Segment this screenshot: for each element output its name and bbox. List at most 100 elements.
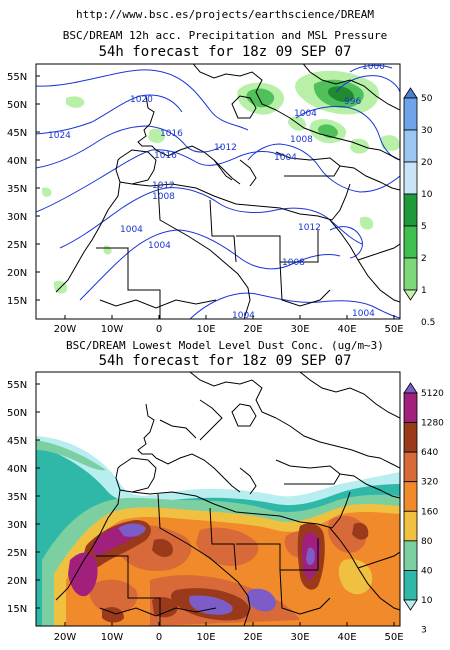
dust-concentration-areas <box>36 436 400 626</box>
lat-label: 55N <box>7 72 27 83</box>
dust-colorbar: 5120 1280 640 320 160 80 40 10 3 <box>403 382 444 636</box>
lon-label: 20W <box>54 632 77 643</box>
colorbar-label: 50 <box>421 94 433 104</box>
colorbar-label: 20 <box>421 158 433 168</box>
isobar-label: 996 <box>344 97 361 107</box>
lon-label: 30E <box>290 632 309 643</box>
lon-label: 10W <box>101 324 124 335</box>
source-url: http://www.bsc.es/projects/earthscience/… <box>75 8 374 21</box>
lat-label: 30N <box>7 212 27 223</box>
lon-label: 30E <box>290 324 309 335</box>
dust-concentration-map: 55N 50N 45N 40N 35N 30N 25N 20N 15N 20W … <box>7 371 444 643</box>
lat-label: 50N <box>7 100 27 111</box>
top-lat-labels: 55N 50N 45N 40N 35N 30N 25N 20N 15N <box>7 72 27 307</box>
colorbar-swatch <box>403 257 418 291</box>
lat-label: 40N <box>7 156 27 167</box>
bottom-panel-title: BSC/DREAM Lowest Model Level Dust Conc. … <box>66 339 384 352</box>
colorbar-label: 1 <box>421 286 427 296</box>
lon-label: 10W <box>101 632 124 643</box>
bottom-coastlines <box>55 372 400 626</box>
colorbar-swatch <box>403 225 418 259</box>
lon-label: 40E <box>337 632 356 643</box>
colorbar-label: 10 <box>421 596 433 606</box>
isobar-labels: 1020 1024 1016 1016 1012 1012 1012 1008 … <box>48 62 385 321</box>
lat-label: 45N <box>7 128 27 139</box>
colorbar-swatch <box>403 481 418 512</box>
top-coastlines <box>55 64 400 319</box>
colorbar-label: 3 <box>421 626 427 636</box>
precipitation-pressure-map: 1020 1024 1016 1016 1012 1012 1012 1008 … <box>7 62 435 335</box>
lat-label: 30N <box>7 520 27 531</box>
precipitation-colorbar: 50 30 20 10 5 2 1 0.5 <box>403 87 435 328</box>
isobar-label: 1008 <box>282 258 305 268</box>
isobar-label: 1004 <box>352 309 375 319</box>
isobar-label: 1020 <box>130 95 153 105</box>
isobar-label: 1004 <box>232 311 255 321</box>
lat-label: 35N <box>7 184 27 195</box>
colorbar-swatch <box>403 97 418 131</box>
colorbar-swatch <box>403 451 418 483</box>
lon-label: 20E <box>243 632 262 643</box>
colorbar-label: 2 <box>421 254 427 264</box>
isobar-label: 1012 <box>152 181 175 191</box>
colorbar-label: 0.5 <box>421 318 435 328</box>
isobar-label: 1016 <box>154 151 177 161</box>
isobar-label: 1004 <box>294 109 317 119</box>
lon-label: 50E <box>384 324 403 335</box>
lon-label: 20W <box>54 324 77 335</box>
lon-label: 20E <box>243 324 262 335</box>
isobar-label: 1008 <box>152 192 175 202</box>
colorbar-label: 80 <box>421 537 433 547</box>
bottom-lon-labels: 20W 10W 0 10E 20E 30E 40E 50E <box>54 632 404 643</box>
colorbar-top-arrow <box>403 87 418 99</box>
lon-label: 0 <box>156 632 162 643</box>
isobar-label: 1004 <box>148 241 171 251</box>
colorbar-label: 10 <box>421 190 433 200</box>
lat-label: 50N <box>7 408 27 419</box>
colorbar-top-arrow <box>403 382 418 394</box>
precipitation-areas <box>42 70 400 294</box>
colorbar-bottom-arrow <box>403 599 418 611</box>
colorbar-swatch <box>403 392 418 423</box>
lat-label: 20N <box>7 268 27 279</box>
top-ticks <box>36 75 395 319</box>
lon-label: 10E <box>196 324 215 335</box>
isobar-label: 1004 <box>274 153 297 163</box>
top-panel-subtitle: 54h forecast for 18z 09 SEP 07 <box>98 44 352 60</box>
colorbar-swatch <box>403 540 418 571</box>
colorbar-label: 5120 <box>421 389 444 399</box>
colorbar-label: 30 <box>421 126 433 136</box>
bottom-lat-labels: 55N 50N 45N 40N 35N 30N 25N 20N 15N <box>7 380 27 615</box>
bottom-ticks <box>36 383 395 626</box>
isobar-label: 1004 <box>120 225 143 235</box>
isobar-label: 1024 <box>48 131 71 141</box>
lat-label: 45N <box>7 436 27 447</box>
colorbar-label: 640 <box>421 448 438 458</box>
colorbar-label: 40 <box>421 566 433 576</box>
top-lon-labels: 20W 10W 0 10E 20E 30E 40E 50E <box>54 324 404 335</box>
colorbar-swatch <box>403 161 418 195</box>
lon-label: 50E <box>384 632 403 643</box>
colorbar-label: 320 <box>421 478 438 488</box>
colorbar-swatch <box>403 570 418 601</box>
colorbar-label: 160 <box>421 507 438 517</box>
lat-label: 15N <box>7 296 27 307</box>
isobar-label: 1012 <box>298 223 321 233</box>
lat-label: 55N <box>7 380 27 391</box>
isobar-label: 1000 <box>362 62 385 72</box>
lat-label: 35N <box>7 492 27 503</box>
colorbar-swatch <box>403 193 418 227</box>
lat-label: 20N <box>7 576 27 587</box>
lon-label: 40E <box>337 324 356 335</box>
colorbar-swatch <box>403 129 418 163</box>
lon-label: 10E <box>196 632 215 643</box>
isobar-label: 1012 <box>214 143 237 153</box>
colorbar-swatch <box>403 510 418 542</box>
lat-label: 25N <box>7 548 27 559</box>
isobar-label: 1016 <box>160 129 183 139</box>
bottom-map-frame <box>35 371 401 627</box>
top-map-frame <box>35 63 401 320</box>
colorbar-bottom-arrow <box>403 289 418 301</box>
isobar-label: 1008 <box>290 135 313 145</box>
